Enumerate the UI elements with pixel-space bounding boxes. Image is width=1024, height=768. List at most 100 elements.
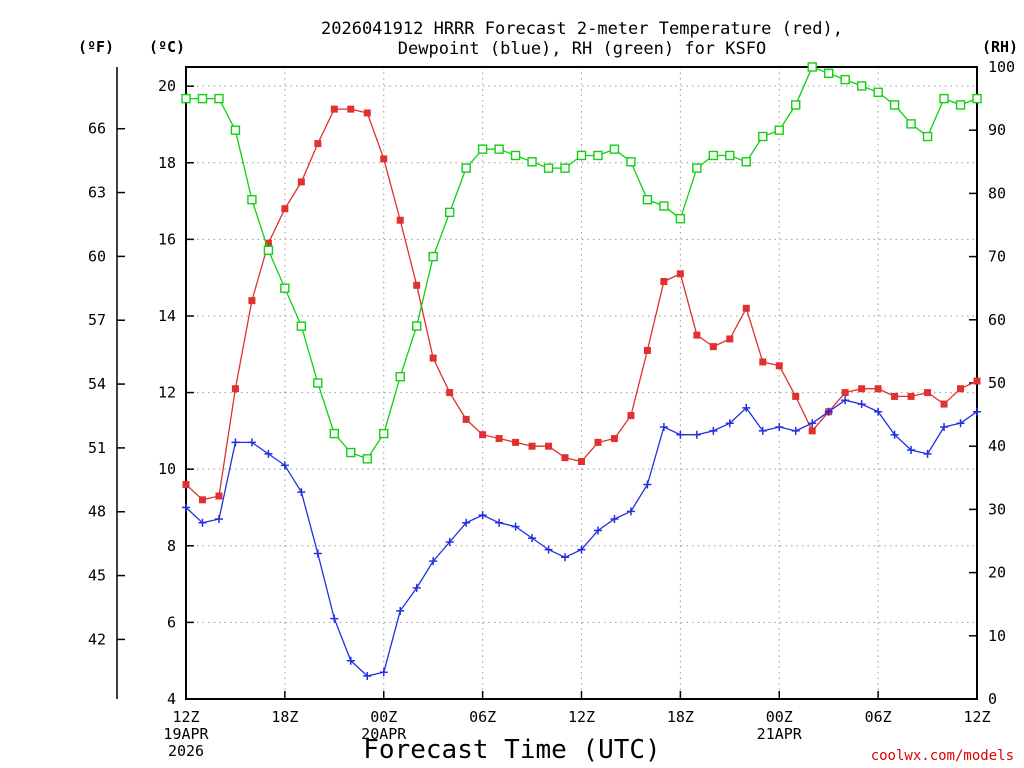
rh-point [395, 371, 405, 382]
temperature-point [759, 358, 767, 366]
dewpoint-series [182, 396, 981, 681]
rh-point [741, 157, 751, 167]
dewpoint-point [412, 583, 421, 592]
fahrenheit-tick-label: 45 [88, 567, 106, 585]
dewpoint-point [758, 426, 767, 435]
rh-point [181, 93, 191, 104]
temperature-point [561, 454, 569, 462]
dewpoint-point [363, 672, 372, 681]
temperature-point [495, 435, 503, 443]
temperature-point [363, 109, 371, 117]
x-tick-label: 12Z [568, 708, 595, 726]
dewpoint-point [907, 446, 916, 455]
dewpoint-point [462, 518, 471, 527]
x-tick-label: 06Z [469, 708, 496, 726]
rh-point [593, 150, 603, 161]
temperature-point [479, 431, 487, 439]
dewpoint-point [940, 423, 949, 432]
rh-tick-label: 80 [988, 184, 1006, 202]
temperature-point [545, 442, 553, 450]
x-tick-label: 00Z [370, 708, 397, 726]
temperature-point [693, 331, 701, 339]
celsius-tick-label: 8 [167, 537, 176, 555]
rh-point [840, 74, 850, 85]
fahrenheit-tick-label: 63 [88, 184, 106, 202]
rh-point [280, 283, 290, 293]
dewpoint-point [313, 549, 322, 558]
dewpoint-point [511, 522, 520, 531]
temperature-point [231, 385, 239, 393]
dewpoint-point [709, 426, 718, 435]
rh-point [444, 207, 455, 218]
x-axis-label: Forecast Time (UTC) [363, 735, 660, 765]
temperature-point [462, 415, 470, 423]
temperature-point [413, 281, 421, 289]
temperature-point [627, 412, 635, 420]
temperature-point [660, 277, 668, 285]
celsius-tick-label: 18 [158, 154, 176, 172]
temperature-point [446, 389, 454, 397]
rh-point [873, 87, 883, 97]
fahrenheit-tick-label: 54 [88, 375, 106, 393]
dewpoint-point [346, 656, 355, 665]
rh-point [197, 93, 208, 104]
temperature-point [907, 392, 915, 400]
dewpoint-point [725, 419, 734, 428]
x-tick-label: 00Z [766, 708, 793, 726]
temperature-point [808, 427, 816, 435]
dewpoint-point [791, 426, 800, 435]
rh-point [823, 68, 834, 79]
dewpoint-point [264, 449, 273, 458]
rh-point [477, 144, 488, 154]
dewpoint-point [676, 430, 685, 439]
fahrenheit-tick-label: 60 [88, 247, 106, 265]
celsius-unit-label: (ºC) [149, 38, 185, 56]
celsius-tick-label: 20 [158, 77, 176, 95]
temperature-point [396, 216, 404, 224]
dewpoint-point [231, 438, 240, 447]
axes-layer: 42 45 48 51 54 57 60 63 66 4 6 8 10 12 14 16 18 20 0 10 20 30… [88, 58, 1015, 760]
temperature-point [198, 496, 206, 504]
celsius-tick-label: 4 [167, 690, 176, 708]
rh-point [972, 93, 982, 104]
temperature-point [643, 346, 651, 354]
dewpoint-point [429, 557, 438, 566]
dewpoint-point [775, 423, 784, 432]
rh-point [296, 321, 307, 331]
temperature-point [726, 335, 734, 343]
rh-point [527, 157, 537, 167]
dewpoint-point [214, 514, 223, 523]
rh-point [774, 125, 784, 135]
dewpoint-point [561, 553, 570, 562]
dewpoint-point [528, 534, 537, 543]
dewpoint-point [198, 518, 207, 527]
rh-point [906, 119, 916, 129]
x-tick-label: 20APR [361, 725, 407, 743]
temperature-point [512, 438, 520, 446]
rh-tick-label: 60 [988, 311, 1006, 329]
chart-title-line-1: 2026041912 HRRR Forecast 2-meter Tempera… [321, 19, 843, 39]
rh-unit-label: (RH) [982, 38, 1018, 56]
x-tick-label: 21APR [757, 725, 803, 743]
temperature-point [841, 389, 849, 397]
dewpoint-point [626, 507, 635, 516]
rh-point [939, 93, 949, 104]
dewpoint-point [824, 407, 833, 416]
rh-point [313, 378, 323, 388]
rh-point [214, 93, 224, 104]
rh-line [186, 66, 978, 460]
grid-layer [186, 67, 977, 699]
credit-label: coolwx.com/models [871, 748, 1014, 764]
rh-point [609, 144, 620, 154]
dewpoint-point [396, 606, 405, 615]
temperature-point [182, 481, 190, 489]
rh-point [922, 131, 933, 142]
rh-point [675, 213, 686, 224]
rh-point [807, 62, 817, 72]
rh-point [428, 251, 438, 262]
temperature-point [891, 392, 899, 400]
temperature-point [874, 385, 882, 393]
temperature-point [742, 304, 750, 312]
temperature-series [182, 105, 981, 504]
